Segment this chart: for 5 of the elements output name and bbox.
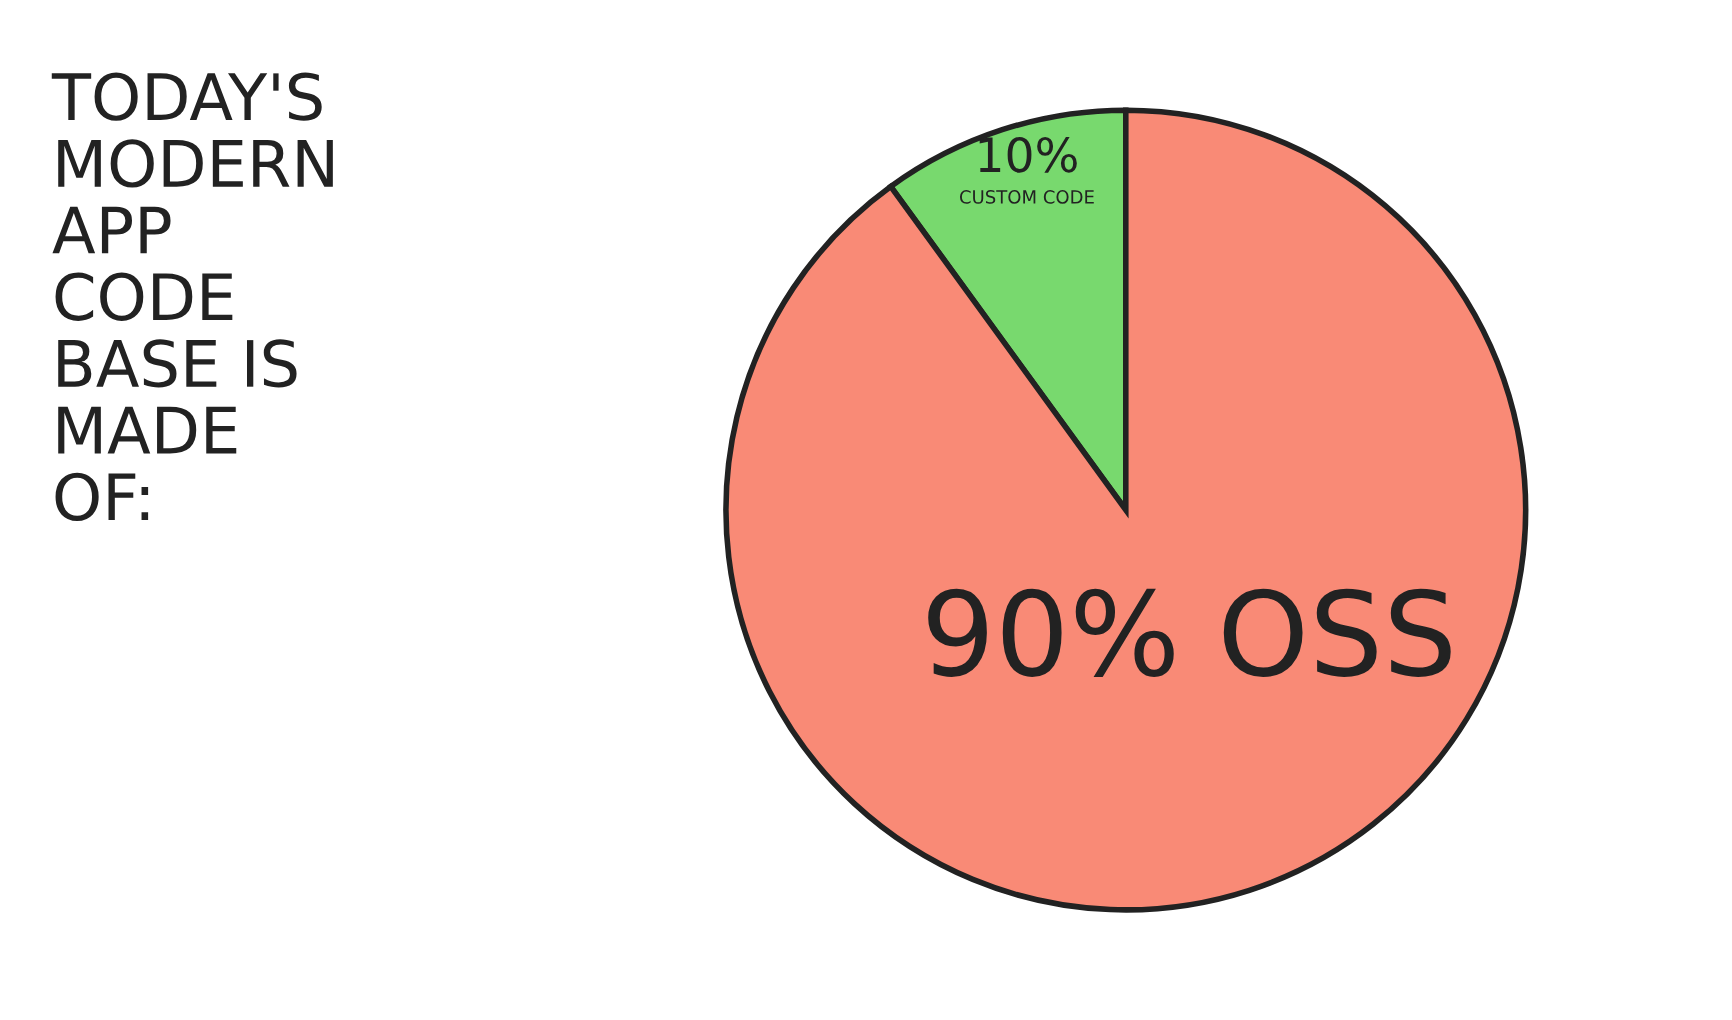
data-label: 10% bbox=[979, 136, 1077, 173]
pie-slice bbox=[723, 107, 1529, 913]
slice-label: CUSTOM CODE bbox=[959, 190, 1094, 204]
text: TODAY'S MODERN APP CODE BASE IS MADE OF: bbox=[51, 72, 333, 521]
slice-label: 90% OSS bbox=[928, 588, 1451, 677]
